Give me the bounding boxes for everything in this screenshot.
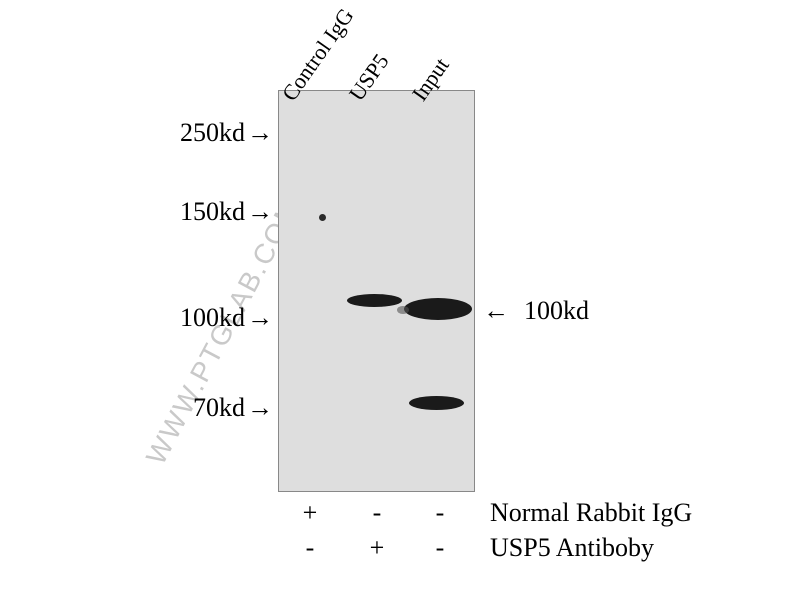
band-usp5-100kd [347, 294, 402, 307]
sign-r1-c2: - [362, 498, 392, 528]
mw-arrow-70: → [247, 393, 273, 423]
row-label-normal-rabbit-igg: Normal Rabbit IgG [490, 498, 692, 528]
mw-arrow-250: → [247, 118, 273, 148]
band-callout-label: 100kd [524, 296, 589, 326]
blot-speck [319, 214, 326, 221]
mw-arrow-100: → [247, 303, 273, 333]
band-input-100kd [404, 298, 472, 320]
mw-arrow-150: → [247, 197, 273, 227]
blot-membrane [278, 90, 475, 492]
mw-label-150: 150kd [125, 197, 245, 227]
row-label-usp5-antibody: USP5 Antiboby [490, 533, 654, 563]
sign-r1-c3: - [425, 498, 455, 528]
sign-r2-c3: - [425, 533, 455, 563]
mw-label-70: 70kd [125, 393, 245, 423]
band-input-70kd [409, 396, 464, 410]
sign-r2-c1: - [295, 533, 325, 563]
sign-r2-c2: + [362, 533, 392, 563]
mw-label-250: 250kd [125, 118, 245, 148]
band-callout-arrow: ← [483, 296, 509, 326]
figure-container: WWW.PTGLAB.COM Control IgG USP5 Input 25… [0, 0, 800, 600]
mw-label-100: 100kd [125, 303, 245, 333]
band-shadow [397, 306, 409, 314]
sign-r1-c1: + [295, 498, 325, 528]
